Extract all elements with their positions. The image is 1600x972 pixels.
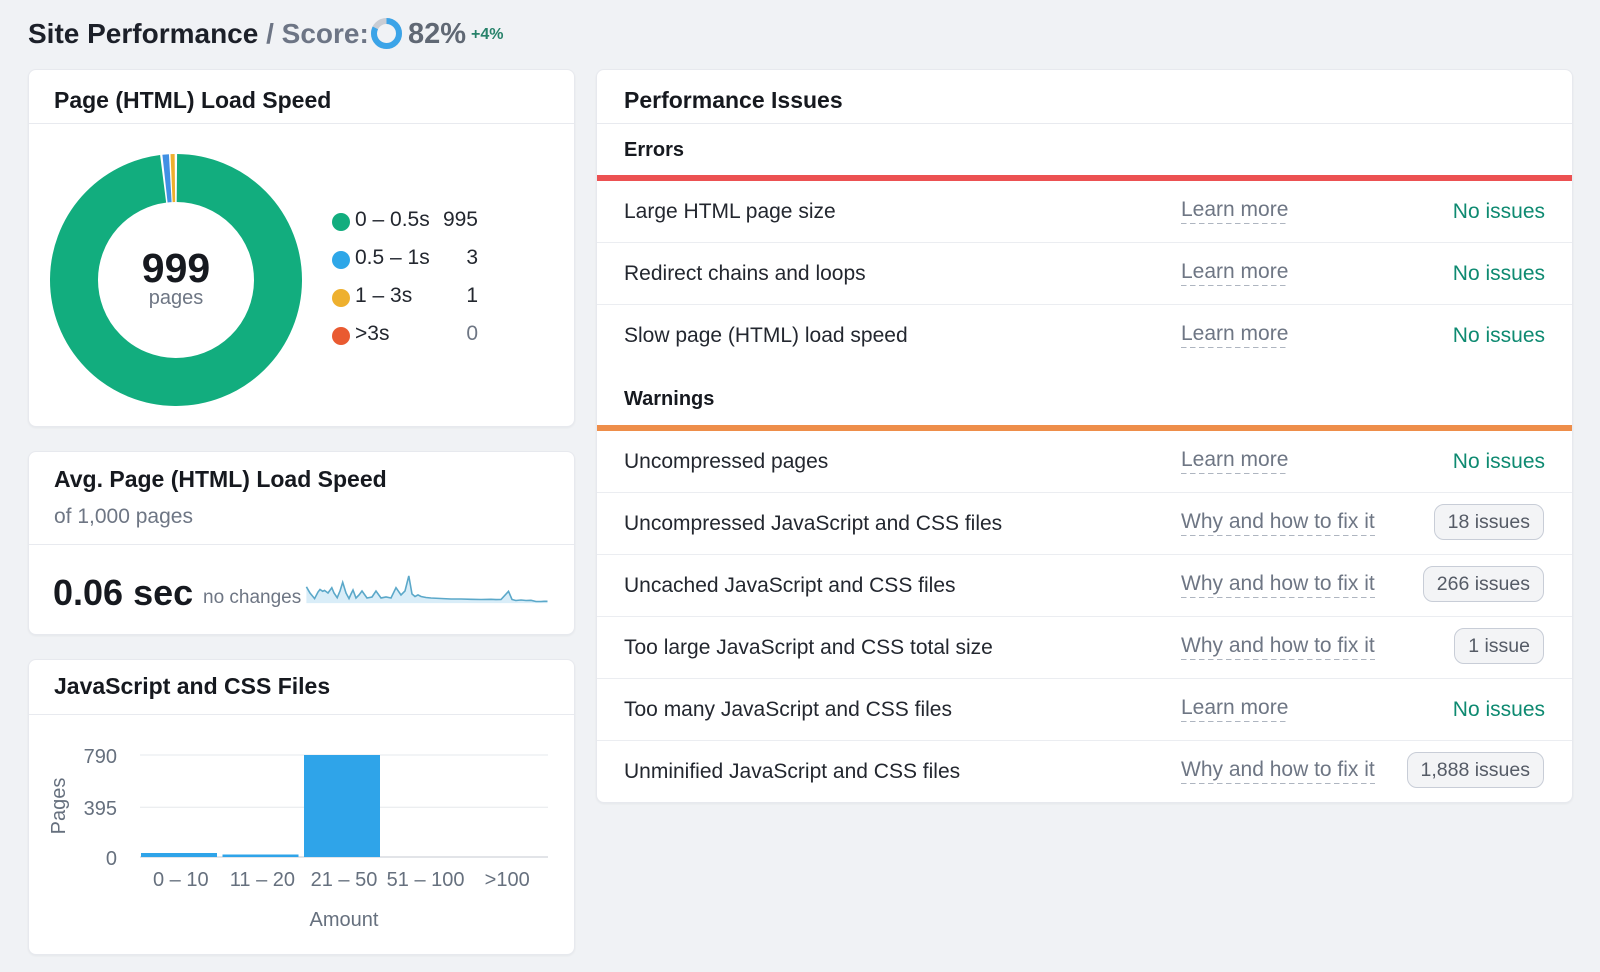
svg-text:21 – 50: 21 – 50	[311, 869, 378, 891]
svg-text:>100: >100	[485, 869, 530, 891]
svg-text:0 – 10: 0 – 10	[153, 869, 209, 891]
svg-text:11 – 20: 11 – 20	[230, 869, 295, 891]
svg-text:Amount: Amount	[310, 909, 379, 931]
svg-text:0: 0	[106, 848, 117, 870]
svg-text:Pages: Pages	[48, 778, 70, 835]
svg-text:51 – 100: 51 – 100	[387, 869, 465, 891]
svg-text:790: 790	[84, 746, 117, 768]
svg-text:395: 395	[84, 798, 117, 820]
